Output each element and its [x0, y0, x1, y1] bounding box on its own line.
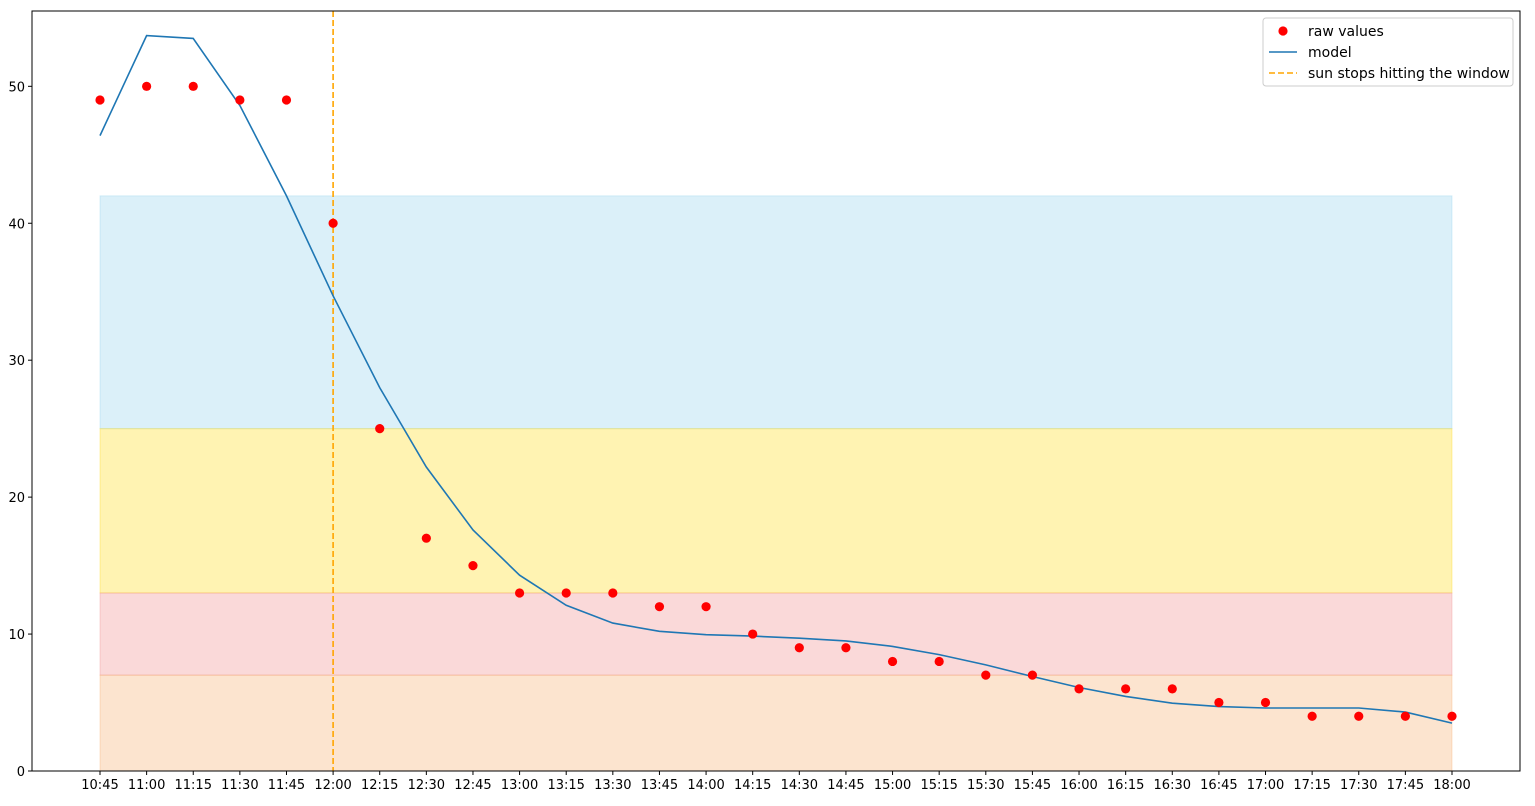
x-axis: 10:45 11:00 11:15 11:30 11:45 12:00 12:15 12:30…	[81, 771, 1471, 793]
x-tick-label-1: 11:00	[128, 778, 165, 793]
x-tick-label-3: 11:30	[221, 778, 258, 793]
y-tick-label-3: 30	[8, 354, 25, 369]
raw-point-5	[328, 218, 338, 228]
x-tick-label-21: 16:00	[1060, 778, 1097, 793]
y-tick-label-0: 0	[17, 765, 25, 780]
y-tick-label-1: 10	[8, 628, 25, 643]
raw-point-8	[468, 560, 478, 571]
x-tick-label-17: 15:00	[874, 778, 911, 793]
x-tick-label-10: 13:15	[547, 778, 584, 793]
x-tick-label-4: 11:45	[268, 778, 305, 793]
legend: raw values model sun stops hitting the win…	[1262, 17, 1514, 87]
background-bands	[99, 195, 1453, 772]
raw-point-19	[981, 670, 991, 680]
legend-label-2: sun stops hitting the window	[1308, 66, 1510, 82]
raw-point-25	[1260, 697, 1271, 708]
raw-point-4	[281, 95, 292, 105]
x-tick-label-9: 13:00	[501, 778, 538, 793]
y-tick-label-5: 50	[8, 80, 25, 95]
raw-point-24	[1214, 697, 1224, 708]
legend-box	[1262, 17, 1514, 87]
x-tick-label-0: 10:45	[81, 778, 118, 793]
x-tick-label-7: 12:30	[408, 778, 445, 793]
x-tick-label-24: 16:45	[1200, 778, 1237, 793]
raw-point-13	[701, 602, 711, 612]
x-tick-label-5: 12:00	[314, 778, 351, 793]
x-tick-label-14: 14:15	[734, 778, 771, 793]
x-tick-label-15: 14:30	[781, 778, 818, 793]
raw-point-21	[1074, 684, 1084, 694]
model-line-layer	[99, 34, 1453, 724]
y-tick-label-2: 20	[8, 491, 25, 506]
raw-point-18	[934, 656, 944, 667]
raw-point-28	[1400, 711, 1410, 721]
x-tick-label-22: 16:15	[1107, 778, 1144, 793]
raw-point-26	[1307, 711, 1317, 721]
band-2	[99, 592, 1453, 676]
raw-point-2	[188, 81, 198, 91]
raw-point-16	[841, 643, 851, 653]
raw-point-20	[1027, 670, 1038, 680]
x-tick-label-23: 16:30	[1154, 778, 1191, 793]
raw-point-27	[1354, 711, 1364, 721]
raw-point-10	[561, 588, 571, 598]
x-tick-label-8: 12:45	[454, 778, 491, 793]
raw-point-9	[514, 588, 525, 598]
x-tick-label-12: 13:45	[641, 778, 678, 793]
raw-point-22	[1121, 684, 1131, 694]
raw-point-1	[142, 81, 152, 91]
x-tick-label-20: 15:45	[1014, 778, 1051, 793]
model-line	[99, 34, 1453, 724]
band-0	[99, 195, 1453, 430]
x-tick-label-27: 17:30	[1340, 778, 1377, 793]
x-tick-label-29: 18:00	[1433, 778, 1470, 793]
raw-point-12	[654, 602, 665, 612]
band-1	[99, 428, 1453, 594]
legend-marker-raw	[1278, 26, 1288, 36]
raw-point-0	[95, 95, 105, 105]
raw-point-7	[421, 533, 431, 543]
x-tick-label-19: 15:30	[967, 778, 1004, 793]
raw-point-29	[1447, 711, 1457, 721]
raw-point-11	[608, 588, 618, 598]
x-tick-label-2: 11:15	[175, 778, 212, 793]
legend-label-1: model	[1308, 45, 1352, 61]
plot-frame	[31, 10, 1521, 772]
x-tick-label-16: 14:45	[827, 778, 864, 793]
x-tick-label-6: 12:15	[361, 778, 398, 793]
legend-label-0: raw values	[1308, 24, 1384, 40]
y-tick-label-4: 40	[8, 217, 25, 232]
x-tick-label-25: 17:00	[1247, 778, 1284, 793]
band-3	[99, 674, 1453, 772]
x-tick-label-28: 17:45	[1387, 778, 1424, 793]
x-tick-label-18: 15:15	[920, 778, 957, 793]
raw-point-6	[375, 424, 385, 434]
y-axis: 0 10 20 30 40 50	[8, 80, 32, 780]
x-tick-label-13: 14:00	[687, 778, 724, 793]
raw-points-layer	[95, 81, 1457, 721]
x-tick-label-26: 17:15	[1293, 778, 1330, 793]
raw-point-15	[794, 643, 804, 653]
x-tick-label-11: 13:30	[594, 778, 631, 793]
raw-point-17	[887, 656, 898, 667]
raw-point-23	[1167, 684, 1177, 694]
raw-point-14	[748, 629, 758, 639]
raw-point-3	[235, 95, 245, 105]
